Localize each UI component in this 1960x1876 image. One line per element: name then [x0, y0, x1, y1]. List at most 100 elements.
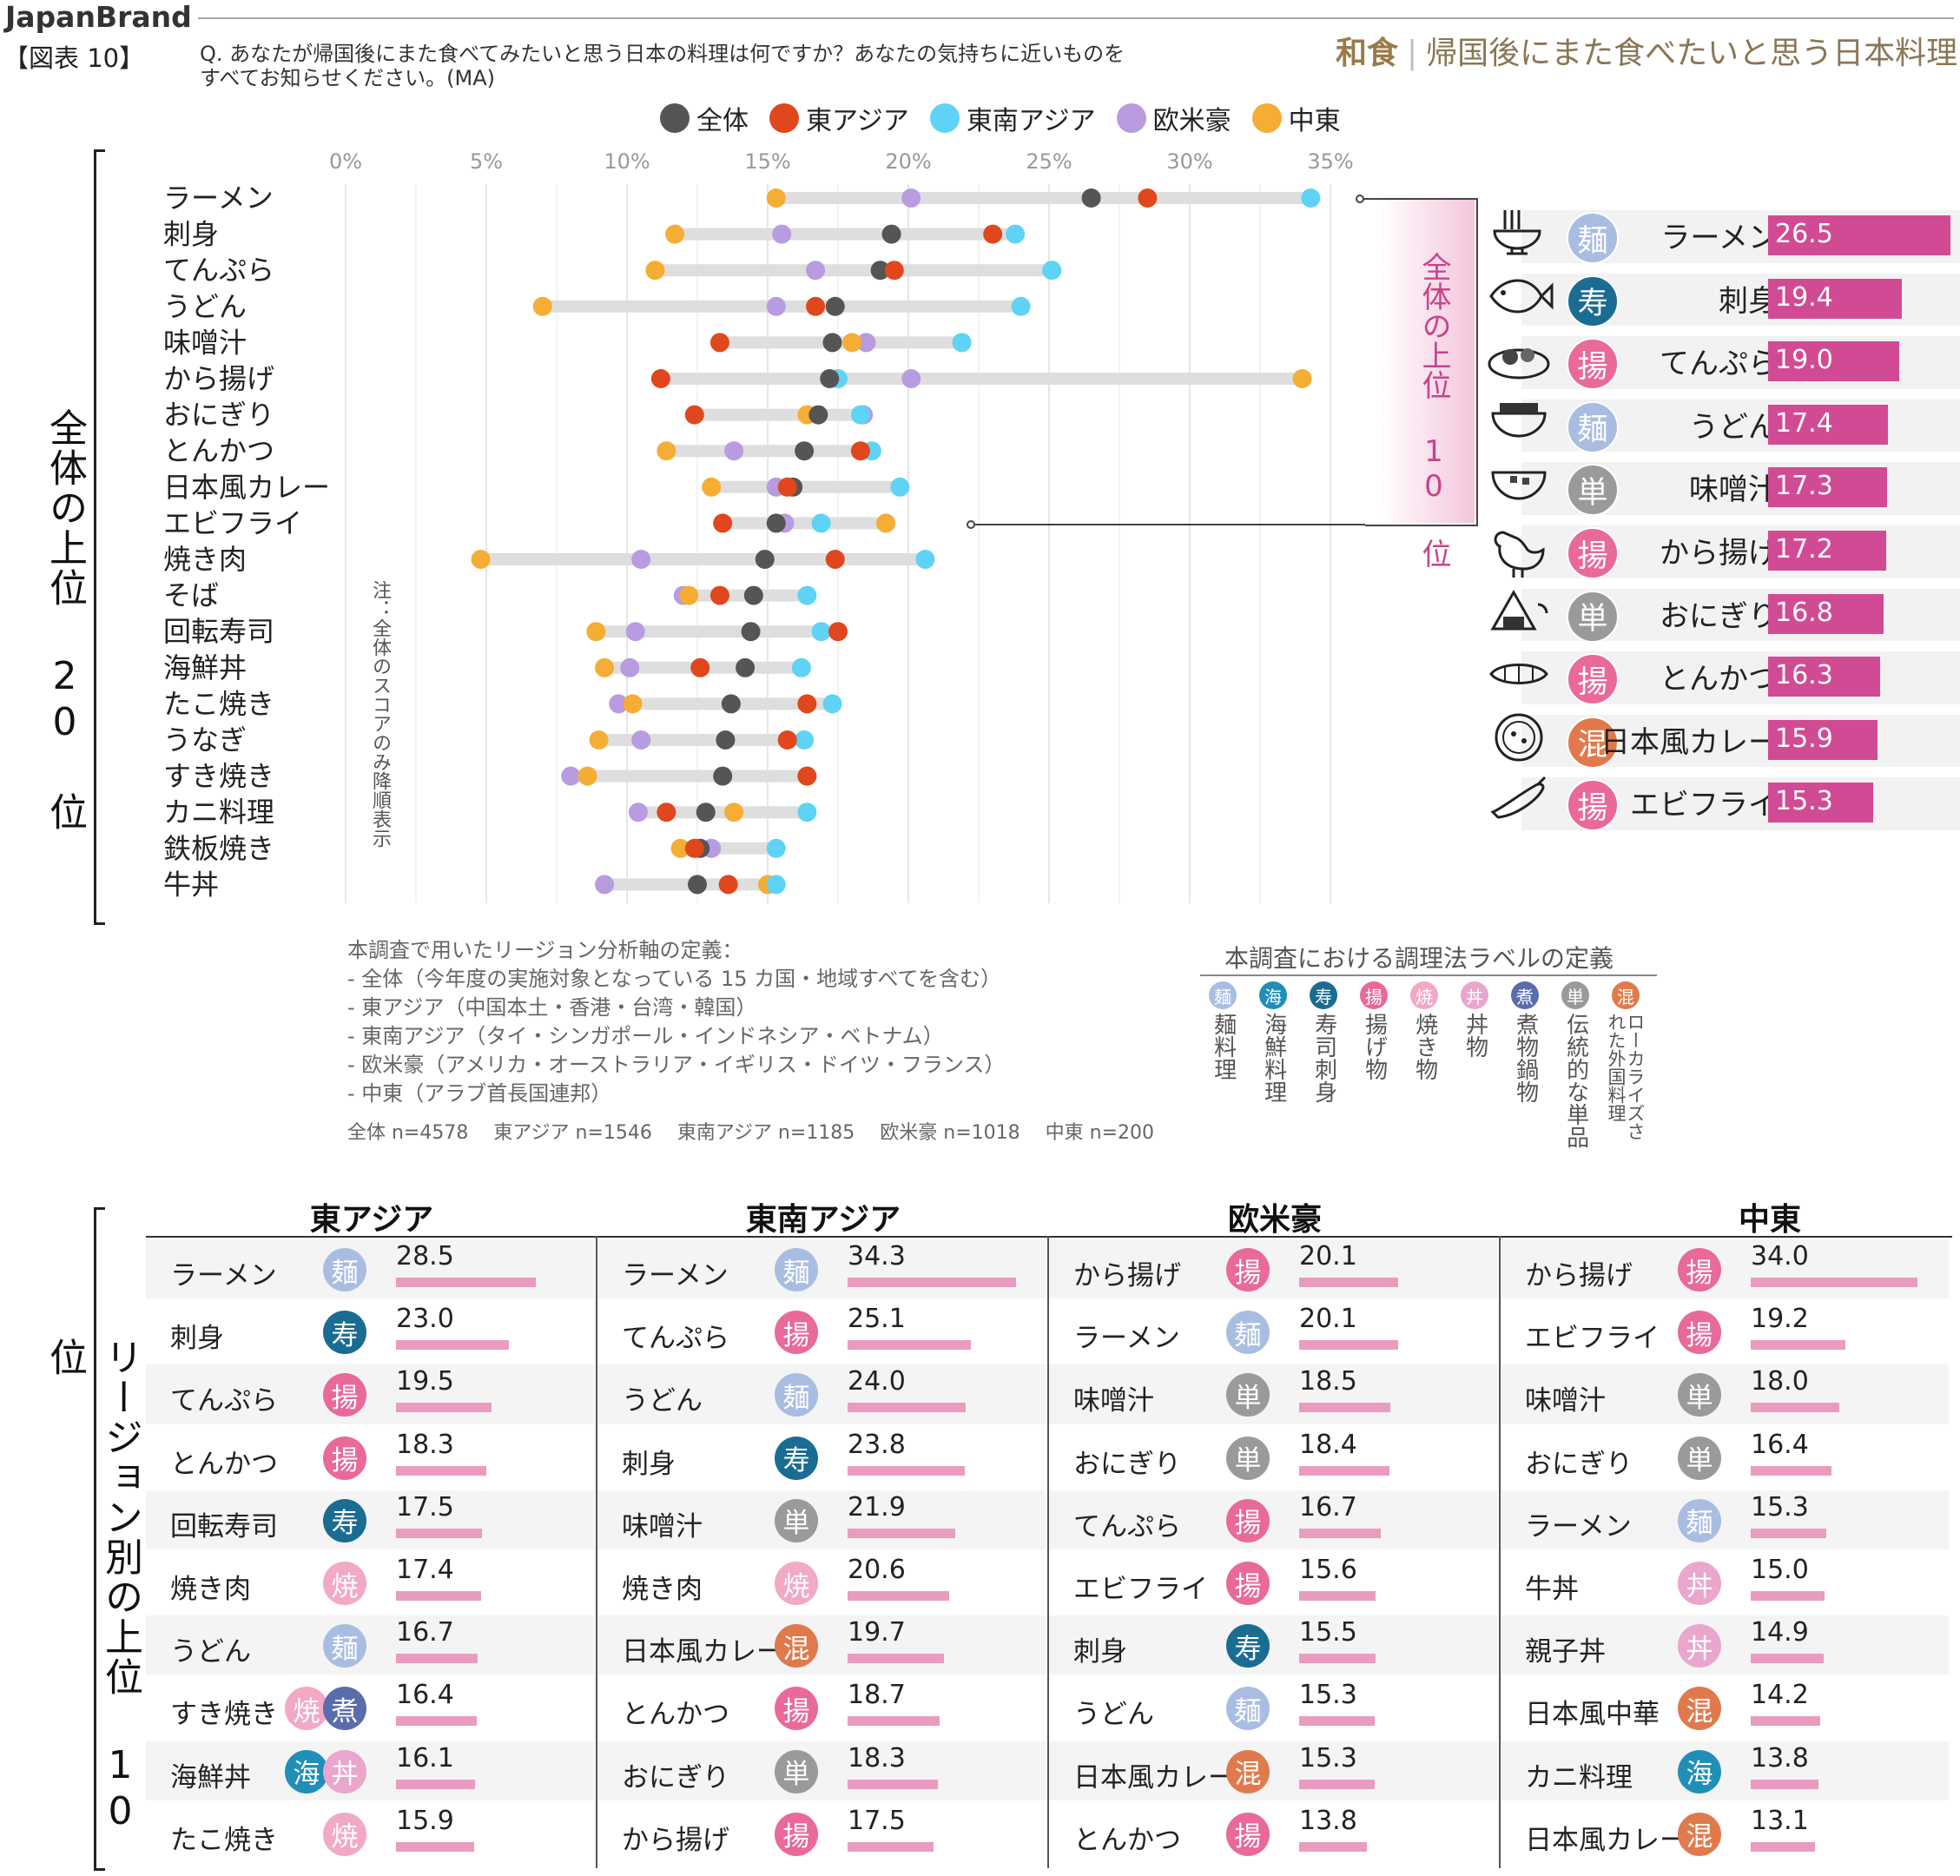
region-row-band — [146, 1239, 594, 1299]
region-row-band — [597, 1364, 1046, 1424]
region-item-label: ラーメン — [1073, 1323, 1180, 1355]
label-badge: 単 — [1567, 590, 1619, 643]
region-item-label: 日本風中華 — [1525, 1699, 1660, 1731]
top10-row: 揚エビフライ 15.3 — [1487, 772, 1960, 832]
region-item-label: から揚げ — [1525, 1260, 1633, 1291]
connector-dot — [1356, 195, 1364, 203]
legend-label-overall: 全体 — [696, 106, 749, 136]
label-badge: 煮 — [323, 1687, 366, 1731]
region-item-bar — [396, 1591, 482, 1601]
region-row-band — [1049, 1364, 1497, 1424]
data-point-western — [901, 369, 921, 388]
top10-label: とんかつ — [1660, 662, 1778, 697]
data-point-middle-east — [471, 550, 491, 569]
region-item-label: 焼き肉 — [622, 1574, 703, 1605]
top10-bar: 17.2 — [1768, 531, 1887, 571]
data-point-overall — [688, 875, 707, 895]
region-item-value: 15.0 — [1751, 1555, 1809, 1585]
region-item-label: 味噌汁 — [622, 1510, 703, 1542]
top10-label: 日本風カレー — [1600, 724, 1778, 760]
region-item-bar — [848, 1779, 938, 1789]
region-row-band — [597, 1239, 1046, 1299]
x-tick-label: 15% — [744, 149, 790, 174]
data-point-east-asia — [797, 766, 817, 786]
region-row-band — [1501, 1741, 1949, 1800]
section-bracket-top20 — [94, 149, 105, 925]
region-item-label: 刺身 — [622, 1448, 676, 1480]
label-badge: 焼 — [323, 1812, 366, 1856]
label-badge: 揚 — [1567, 527, 1619, 579]
chart-title: 帰国後にまた食べたいと思う日本料理 — [1426, 36, 1958, 71]
region-row-band — [146, 1364, 594, 1424]
cooking-label-text: ローカライズされた外国料理 — [1606, 1013, 1647, 1140]
label-badge: 揚 — [1567, 779, 1619, 832]
region-item-value: 24.0 — [848, 1366, 906, 1397]
region-item-bar — [1751, 1779, 1819, 1789]
cooking-label-item: 丼丼物 — [1459, 981, 1490, 1058]
region-item-bar — [848, 1591, 949, 1601]
top10-bar: 19.4 — [1768, 278, 1902, 319]
data-point-east-asia — [806, 296, 826, 316]
region-item-bar — [848, 1841, 934, 1852]
region-item-bar — [396, 1528, 482, 1538]
data-point-western — [631, 550, 651, 569]
region-item-value: 15.3 — [1299, 1680, 1357, 1711]
data-point-east-asia — [650, 369, 670, 388]
category-label: おにぎり — [163, 399, 274, 432]
region-row-band — [1501, 1239, 1949, 1299]
label-badge: 麺 — [1209, 981, 1237, 1009]
cooking-label-text: 煮物鍋物 — [1512, 1013, 1539, 1103]
cooking-label-item: 寿寿司刺身 — [1308, 981, 1339, 1103]
cooking-label-item: 揚揚げ物 — [1358, 981, 1389, 1080]
category-label: 海鮮丼 — [163, 651, 247, 684]
region-item-label: うどん — [1073, 1699, 1154, 1731]
data-point-middle-east — [876, 513, 896, 533]
data-point-overall — [766, 513, 786, 533]
region-item-bar — [396, 1779, 476, 1789]
data-point-middle-east — [645, 261, 665, 281]
region-row-band — [1501, 1615, 1949, 1675]
header-title-block: 和食 | 帰国後にまた食べたいと思う日本料理 — [1336, 28, 1957, 73]
label-badge: 揚 — [775, 1311, 818, 1355]
legend-dot-southeast-asia — [929, 103, 960, 133]
label-badge: 単 — [1561, 981, 1589, 1009]
label-badge: 単 — [1226, 1373, 1270, 1417]
data-point-overall — [795, 441, 815, 461]
data-point-western — [595, 875, 615, 895]
label-badge: 混 — [775, 1624, 818, 1668]
top10-value: 19.4 — [1775, 281, 1833, 313]
region-item-bar — [848, 1654, 945, 1664]
category-label: 焼き肉 — [163, 543, 247, 576]
data-point-southeast-asia — [952, 333, 972, 353]
udon-bowl-icon — [1491, 402, 1547, 438]
region-item-value: 16.4 — [1751, 1429, 1809, 1460]
label-badge: 揚 — [323, 1436, 366, 1480]
data-point-overall — [1081, 188, 1101, 208]
region-definition-line: - 東アジア（中国本土・香港・台湾・韓国） — [347, 995, 757, 1020]
region-item-value: 19.7 — [848, 1617, 906, 1648]
label-badge: 寿 — [323, 1311, 366, 1355]
ramen-bowl-icon — [1493, 210, 1541, 255]
category-label: ラーメン — [163, 182, 274, 215]
top10-bar: 17.3 — [1768, 467, 1888, 508]
data-point-east-asia — [690, 657, 710, 677]
region-row-band — [1049, 1239, 1497, 1299]
region-item-value: 19.5 — [396, 1366, 454, 1397]
region-item-label: とんかつ — [1073, 1824, 1181, 1856]
category-label: 牛丼 — [163, 868, 219, 901]
data-point-middle-east — [577, 766, 597, 786]
region-item-bar — [848, 1278, 1016, 1287]
region-item-bar — [848, 1716, 940, 1727]
fish-icon — [1489, 279, 1554, 314]
label-badge: 単 — [1678, 1436, 1721, 1480]
cooking-label-item: 麺麺料理 — [1207, 981, 1238, 1080]
region-item-value: 23.8 — [848, 1429, 906, 1460]
label-badge: 寿 — [323, 1498, 366, 1542]
cooking-labels-list: 麺麺料理海海鮮料理寿寿司刺身揚揚げ物焼焼き物丼丼物煮煮物鍋物単伝統的な単品混ロー… — [1207, 981, 1659, 1172]
label-badge: 焼 — [775, 1562, 818, 1605]
label-badge: 海 — [285, 1749, 328, 1793]
region-item-bar — [848, 1465, 965, 1476]
region-item-value: 18.3 — [396, 1429, 454, 1460]
region-item-bar — [1299, 1278, 1398, 1287]
top10-label: 刺身 — [1719, 283, 1778, 319]
